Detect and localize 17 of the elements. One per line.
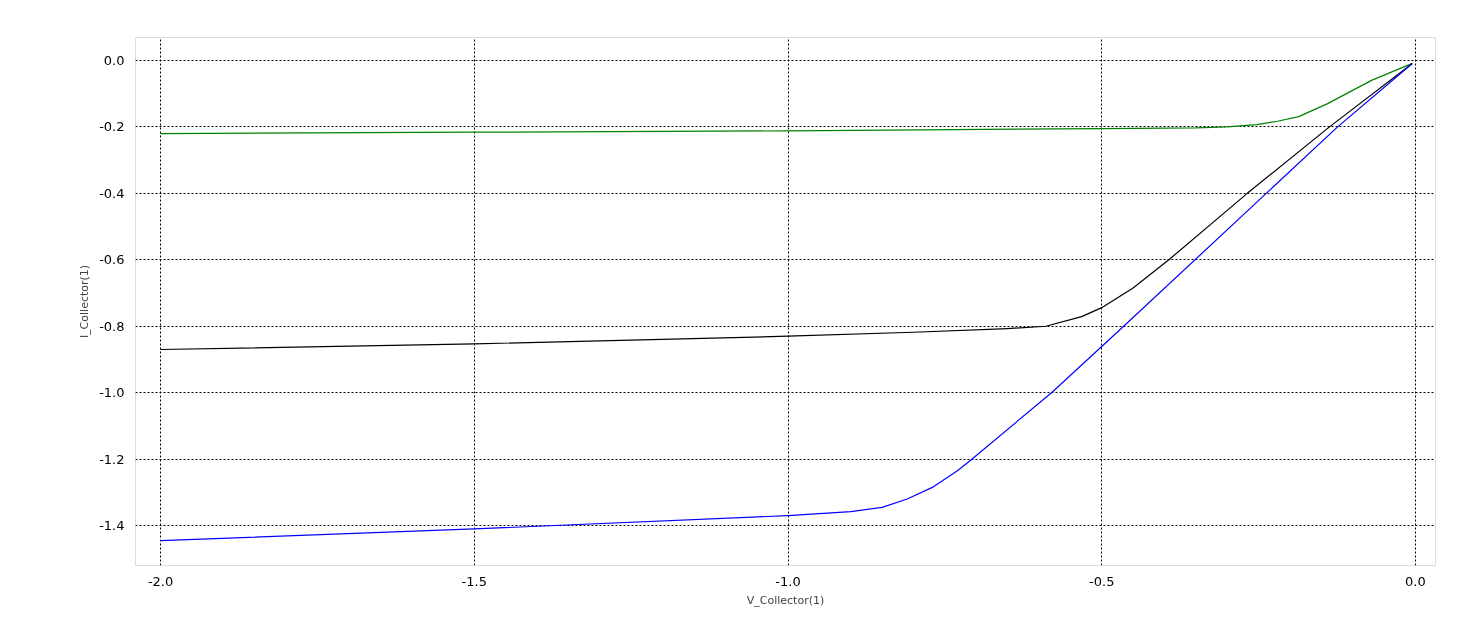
y-tick-label: -0.4	[99, 185, 125, 201]
line-series	[160, 62, 1413, 542]
x-axis-title: V_Collector(1)	[746, 593, 825, 607]
y-tick-label: -1.2	[99, 451, 125, 467]
y-tick-label: -1.0	[99, 385, 125, 401]
y-axis-title: I_Collector(1)	[78, 264, 92, 339]
x-tick-label: -1.5	[461, 573, 487, 589]
y-tick-label: -0.8	[99, 318, 125, 334]
x-tick-label: -2.0	[147, 573, 174, 589]
y-tick-label: -0.2	[99, 119, 125, 135]
y-tick-label: 0.0	[103, 52, 125, 68]
line-series	[160, 62, 1413, 135]
y-tick-label: -1.4	[99, 518, 125, 534]
x-tick-label: 0.0	[1405, 573, 1426, 589]
y-tick-label: -0.6	[99, 252, 125, 268]
x-tick-label: -1.0	[775, 573, 801, 589]
x-tick-label: -0.5	[1089, 573, 1115, 589]
